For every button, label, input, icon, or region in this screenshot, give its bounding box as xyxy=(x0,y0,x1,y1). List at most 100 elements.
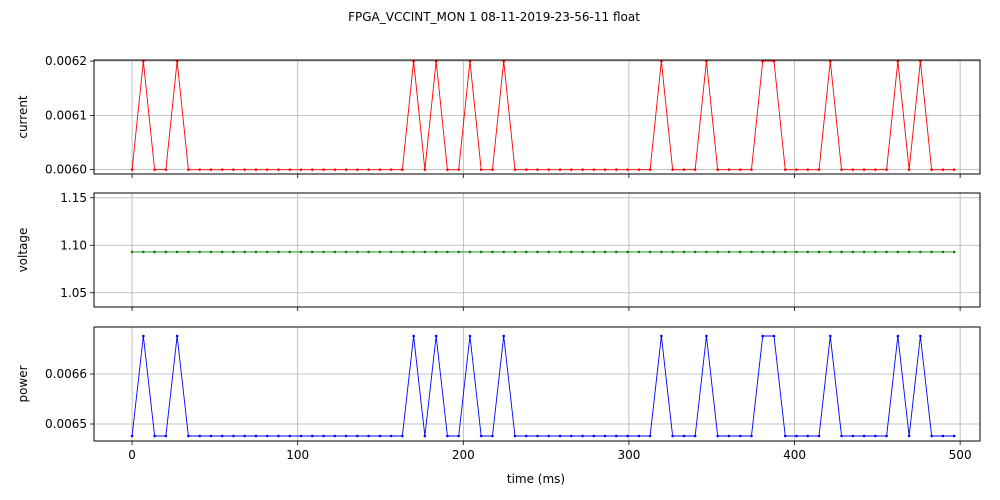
current-point-21 xyxy=(367,168,370,171)
power-point-70 xyxy=(919,334,922,338)
power-point-25 xyxy=(412,334,415,338)
voltage-point-67 xyxy=(885,250,888,254)
voltage-point-25 xyxy=(412,250,415,254)
voltage-point-21 xyxy=(367,250,370,254)
power-point-36 xyxy=(536,434,539,438)
current-point-23 xyxy=(389,168,393,171)
current-ytick-label-0: 0.0060 xyxy=(45,163,87,177)
voltage-point-56 xyxy=(761,250,765,254)
current-point-5 xyxy=(187,168,190,171)
current-point-3 xyxy=(164,168,168,171)
voltage-point-29 xyxy=(457,250,460,254)
voltage-point-53 xyxy=(727,250,731,254)
power-xtick-label-5: 500 xyxy=(949,448,972,462)
current-point-34 xyxy=(513,168,517,171)
power-point-68 xyxy=(896,334,900,338)
current-point-61 xyxy=(817,168,821,171)
power-point-18 xyxy=(333,434,337,438)
voltage-point-66 xyxy=(874,250,877,254)
current-point-59 xyxy=(795,168,798,171)
voltage-point-71 xyxy=(930,250,933,254)
voltage-point-43 xyxy=(615,250,618,254)
voltage-point-54 xyxy=(738,250,742,254)
power-point-28 xyxy=(446,434,449,438)
voltage-point-62 xyxy=(828,250,832,254)
voltage-point-23 xyxy=(389,250,393,254)
power-xtick-label-4: 400 xyxy=(783,448,806,462)
current-point-40 xyxy=(581,168,584,171)
voltage-point-58 xyxy=(783,250,787,254)
voltage-point-31 xyxy=(479,250,483,254)
current-point-31 xyxy=(479,168,483,171)
power-point-57 xyxy=(772,334,776,338)
voltage-point-9 xyxy=(232,250,235,254)
power-point-67 xyxy=(885,434,888,438)
voltage-point-22 xyxy=(378,250,382,254)
voltage-point-51 xyxy=(705,250,708,254)
power-point-58 xyxy=(783,434,787,438)
voltage-point-10 xyxy=(243,250,247,254)
current-ytick-label-1: 0.0061 xyxy=(45,108,87,122)
voltage-point-69 xyxy=(907,250,911,254)
voltage-point-11 xyxy=(254,250,258,254)
power-ytick-label-1: 0.0066 xyxy=(45,367,87,381)
power-point-6 xyxy=(198,434,201,438)
current-panel: 0.0060 0.0061 0.0062 current xyxy=(16,54,981,178)
power-series-line xyxy=(131,335,955,437)
current-point-22 xyxy=(378,168,382,171)
voltage-point-64 xyxy=(851,250,855,254)
voltage-point-40 xyxy=(581,250,584,254)
current-point-7 xyxy=(209,168,213,171)
current-point-13 xyxy=(277,168,280,171)
power-point-16 xyxy=(310,434,314,438)
power-point-37 xyxy=(547,434,551,438)
voltage-point-73 xyxy=(952,250,956,254)
voltage-point-28 xyxy=(446,250,449,254)
current-point-46 xyxy=(648,168,652,171)
current-point-19 xyxy=(344,168,348,171)
power-point-65 xyxy=(862,434,866,438)
current-point-53 xyxy=(727,168,731,171)
voltage-point-45 xyxy=(637,250,641,254)
current-point-28 xyxy=(446,168,449,171)
current-point-36 xyxy=(536,168,539,171)
power-point-73 xyxy=(952,434,956,438)
current-point-29 xyxy=(457,168,460,171)
power-point-31 xyxy=(479,434,483,438)
current-point-26 xyxy=(423,168,427,171)
power-point-69 xyxy=(907,434,911,438)
power-point-5 xyxy=(187,434,190,438)
voltage-point-15 xyxy=(299,250,303,254)
voltage-point-36 xyxy=(536,250,539,254)
power-xtick-label-3: 300 xyxy=(617,448,640,462)
current-point-52 xyxy=(716,168,719,171)
current-point-73 xyxy=(952,168,956,171)
power-point-19 xyxy=(344,434,348,438)
voltage-point-61 xyxy=(817,250,821,254)
power-point-40 xyxy=(581,434,584,438)
current-point-32 xyxy=(491,168,494,171)
voltage-point-50 xyxy=(693,250,697,254)
current-point-12 xyxy=(265,168,269,171)
voltage-point-5 xyxy=(187,250,190,254)
voltage-point-6 xyxy=(198,250,201,254)
current-point-42 xyxy=(603,168,607,171)
power-point-35 xyxy=(524,434,528,438)
current-axes-frame xyxy=(93,59,981,175)
power-point-22 xyxy=(378,434,382,438)
voltage-point-35 xyxy=(524,250,528,254)
power-point-10 xyxy=(243,434,247,438)
current-point-9 xyxy=(232,168,235,171)
current-point-60 xyxy=(806,168,810,171)
voltage-y-axis-label: voltage xyxy=(16,228,30,273)
voltage-point-47 xyxy=(660,250,663,254)
voltage-point-24 xyxy=(401,250,404,254)
power-point-33 xyxy=(502,334,506,338)
current-point-43 xyxy=(615,168,618,171)
voltage-point-33 xyxy=(502,250,506,254)
voltage-point-39 xyxy=(569,250,573,254)
power-point-71 xyxy=(930,434,933,438)
voltage-point-18 xyxy=(333,250,337,254)
power-point-45 xyxy=(637,434,641,438)
current-point-18 xyxy=(333,168,337,171)
